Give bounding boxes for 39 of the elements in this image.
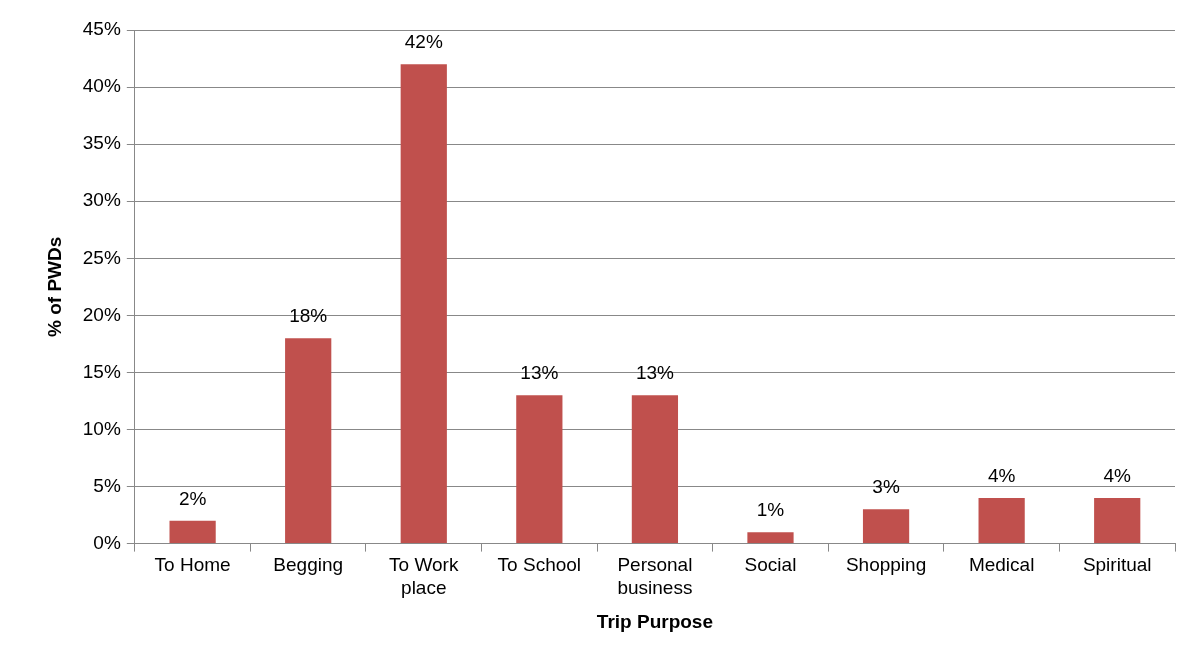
- y-tick-label: 25%: [82, 246, 121, 268]
- bar: [516, 395, 563, 544]
- x-tick-label: Shopping: [845, 554, 927, 576]
- data-label: 13%: [520, 361, 559, 383]
- bar: [978, 497, 1025, 544]
- y-tick-label: 35%: [82, 132, 121, 154]
- x-tick-label: To School: [497, 554, 582, 576]
- bar: [400, 64, 447, 544]
- data-label: 1%: [756, 498, 785, 520]
- data-label: 42%: [404, 30, 443, 52]
- data-label: 4%: [987, 464, 1016, 486]
- y-axis-title: % of PWDs: [43, 236, 65, 337]
- y-tick-label: 0%: [93, 531, 121, 553]
- bar: [747, 532, 794, 544]
- bar: [169, 520, 216, 544]
- bar: [631, 395, 679, 544]
- y-tick-label: 45%: [82, 18, 121, 40]
- data-label: 13%: [635, 361, 675, 383]
- y-tick-label: 40%: [82, 75, 121, 97]
- x-tick-label: Social: [744, 554, 797, 576]
- data-label: 3%: [872, 476, 900, 498]
- x-tick-label: Spiritual: [1082, 554, 1152, 576]
- x-tick-label: To Work place: [389, 554, 459, 599]
- y-tick-label: 20%: [82, 303, 121, 325]
- y-tick-label: 5%: [93, 474, 121, 496]
- data-label: 2%: [178, 487, 207, 509]
- y-tick-label: 30%: [82, 189, 121, 211]
- x-tick-label: Begging: [273, 554, 344, 576]
- x-axis-title: Trip Purpose: [596, 610, 713, 632]
- y-tick-label: 15%: [82, 360, 121, 382]
- data-label: 18%: [289, 304, 328, 326]
- bar: [285, 338, 332, 544]
- data-label: 4%: [1103, 464, 1132, 486]
- x-tick-label: Personal business: [617, 554, 693, 599]
- y-tick-label: 10%: [82, 417, 121, 439]
- x-tick-label: Medical: [968, 554, 1035, 576]
- x-tick-label: To Home: [154, 554, 231, 576]
- bar: [1094, 497, 1141, 544]
- bar: [862, 509, 910, 544]
